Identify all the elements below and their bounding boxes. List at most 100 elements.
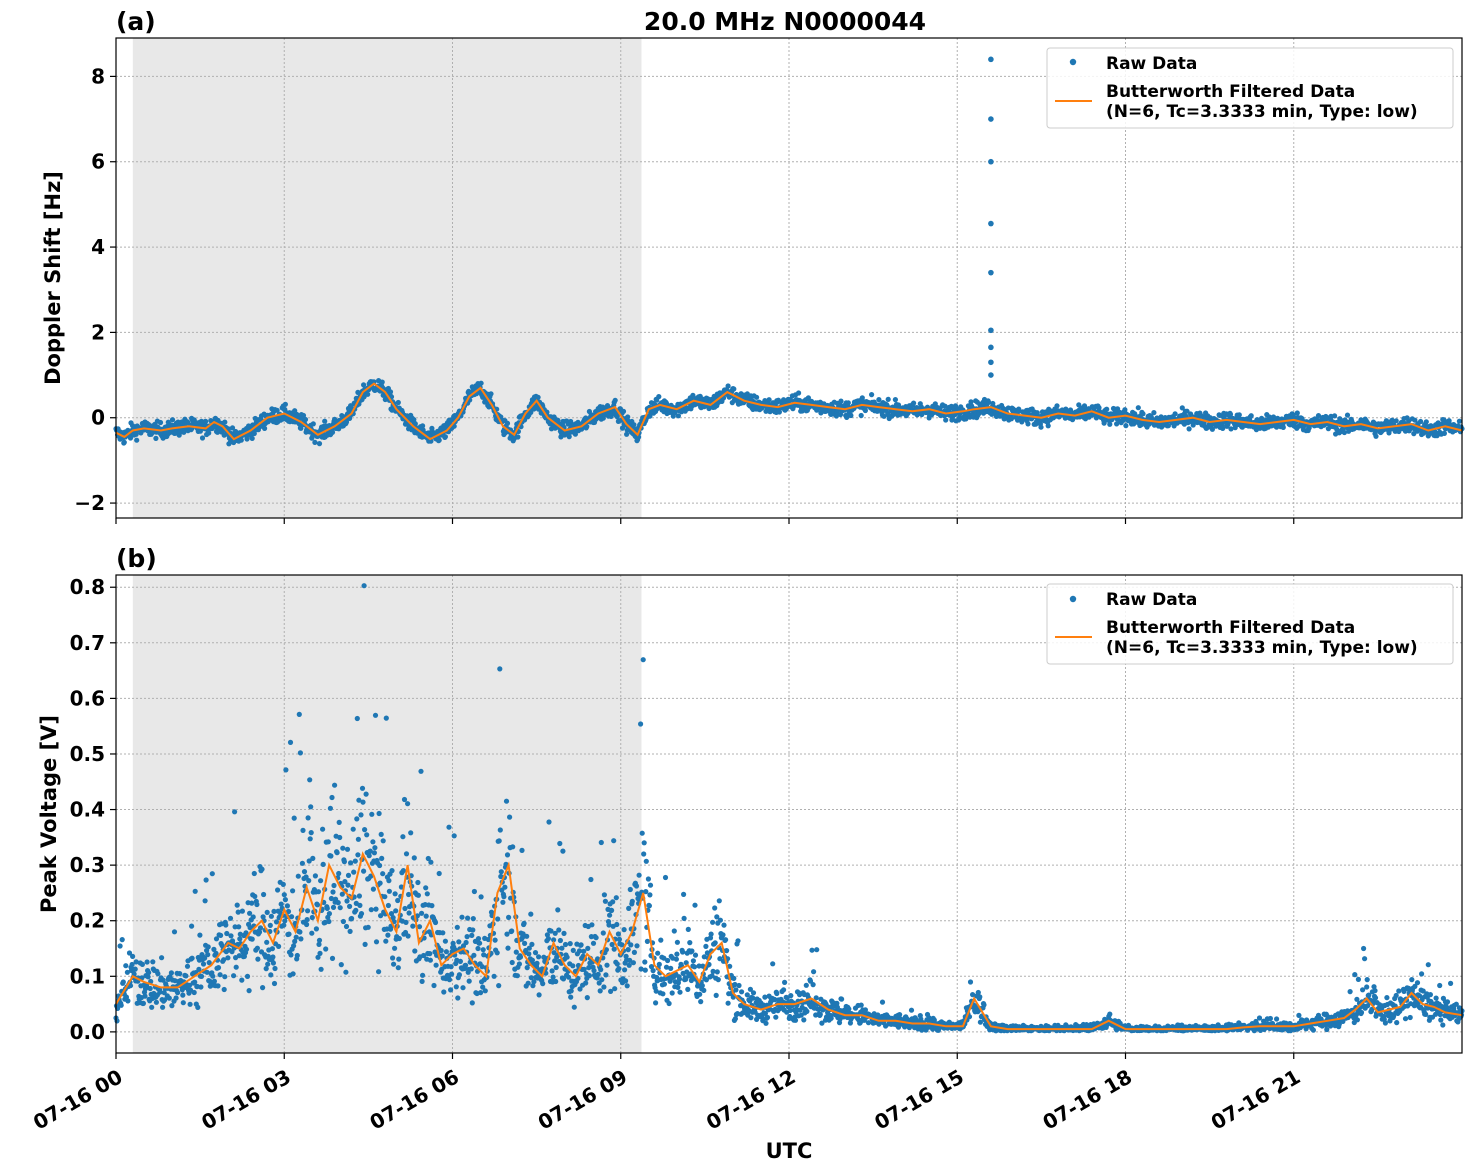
raw-data-point	[641, 840, 647, 846]
raw-data-point	[332, 782, 338, 788]
raw-data-point	[674, 951, 680, 957]
legend-raw-label-a: Raw Data	[1106, 54, 1197, 74]
raw-data-point	[653, 988, 659, 994]
raw-data-point	[1122, 407, 1128, 413]
raw-data-point	[858, 412, 864, 419]
raw-data-point	[986, 399, 992, 405]
raw-data-point	[236, 924, 242, 930]
raw-data-point	[344, 846, 351, 852]
raw-data-point	[603, 972, 609, 978]
raw-data-point	[628, 942, 634, 948]
raw-data-point	[529, 957, 536, 963]
raw-data-point	[323, 946, 329, 952]
raw-data-point	[160, 977, 166, 983]
raw-data-point	[1256, 1015, 1263, 1021]
raw-data-point	[536, 992, 542, 998]
raw-data-point	[1389, 417, 1395, 423]
raw-data-point	[359, 785, 366, 791]
raw-data-point	[386, 888, 392, 894]
raw-data-point	[379, 379, 385, 385]
raw-data-point	[581, 948, 587, 954]
raw-data-point	[545, 936, 552, 942]
raw-data-point	[132, 966, 138, 972]
raw-data-point	[846, 1006, 852, 1012]
raw-data-point	[416, 924, 423, 930]
raw-data-point	[469, 932, 475, 939]
raw-data-point	[673, 956, 680, 962]
raw-data-point	[195, 1004, 201, 1011]
raw-data-point	[519, 847, 525, 854]
raw-data-point	[276, 943, 282, 950]
raw-data-point	[353, 907, 359, 914]
raw-data-point	[336, 819, 342, 826]
raw-data-point	[334, 850, 340, 856]
raw-data-point	[376, 810, 382, 817]
raw-data-point	[330, 889, 336, 895]
raw-data-point	[451, 833, 457, 839]
raw-data-point	[347, 928, 353, 935]
raw-data-point	[820, 1007, 826, 1013]
raw-data-point	[597, 988, 603, 994]
raw-data-point	[436, 870, 442, 877]
raw-data-point	[161, 990, 167, 996]
raw-data-point	[481, 952, 487, 958]
raw-data-point	[671, 928, 677, 934]
raw-data-point	[463, 939, 469, 946]
raw-data-point	[584, 995, 590, 1001]
chart-title: 20.0 MHz N0000044	[644, 7, 926, 36]
raw-spike-point	[988, 269, 994, 276]
raw-data-point	[967, 979, 974, 985]
raw-data-point	[442, 434, 448, 440]
raw-data-point	[259, 866, 265, 872]
raw-data-point	[833, 413, 840, 419]
raw-data-point	[625, 947, 631, 953]
raw-data-point	[834, 1000, 840, 1007]
raw-data-point	[555, 907, 561, 913]
raw-data-point	[750, 990, 757, 996]
raw-data-point	[340, 918, 346, 925]
raw-data-point	[149, 1004, 155, 1010]
raw-data-point	[157, 419, 164, 426]
raw-data-point	[196, 966, 202, 973]
raw-data-point	[463, 962, 469, 968]
raw-data-point	[620, 408, 627, 414]
raw-data-point	[351, 869, 357, 875]
raw-data-point	[603, 947, 610, 953]
raw-data-point	[289, 914, 295, 920]
raw-data-point	[127, 983, 134, 989]
raw-data-point	[130, 953, 136, 960]
raw-data-point	[390, 955, 396, 961]
raw-data-point	[687, 940, 693, 946]
raw-data-point	[312, 873, 318, 879]
raw-data-point	[251, 430, 257, 437]
raw-data-point	[448, 964, 454, 970]
raw-spike-point	[988, 116, 994, 122]
raw-data-point	[897, 1012, 903, 1018]
raw-data-point	[859, 395, 865, 401]
raw-data-point	[624, 983, 630, 989]
raw-data-point	[427, 957, 433, 963]
raw-data-point	[586, 973, 593, 979]
raw-data-point	[1418, 418, 1424, 425]
raw-data-point	[1294, 410, 1300, 416]
raw-data-point	[704, 950, 711, 956]
raw-data-point	[521, 920, 527, 927]
raw-data-point	[1054, 403, 1060, 409]
raw-data-point	[316, 941, 322, 948]
raw-data-point	[421, 952, 427, 959]
raw-data-point	[419, 910, 425, 916]
raw-data-point	[470, 927, 476, 933]
raw-data-point	[295, 873, 301, 879]
raw-data-point	[348, 860, 354, 866]
raw-data-point	[465, 915, 471, 921]
raw-data-point	[301, 869, 308, 875]
raw-data-point	[732, 981, 738, 988]
raw-data-point	[223, 922, 229, 928]
raw-data-point	[1209, 426, 1215, 432]
raw-data-point	[202, 898, 208, 904]
raw-data-point	[252, 893, 258, 900]
raw-data-point	[805, 395, 812, 401]
raw-data-point	[313, 926, 319, 932]
